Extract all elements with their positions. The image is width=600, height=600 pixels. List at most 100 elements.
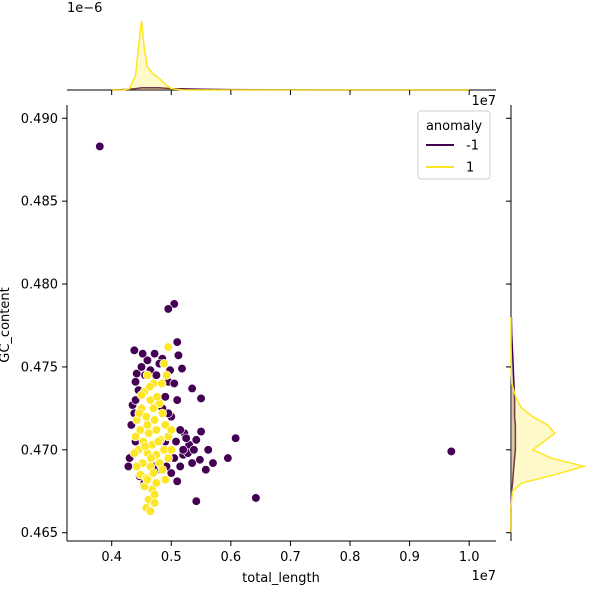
scatter-point-neg1 (201, 465, 211, 475)
x-axis-label: total_length (242, 571, 320, 586)
scatter-point-neg1 (187, 458, 197, 468)
scatter-point-pos1 (148, 403, 159, 414)
y-tick-label: 0.475 (21, 360, 58, 375)
scatter-point-neg1 (172, 395, 182, 405)
scatter-point-pos1 (130, 431, 141, 442)
legend-entries: -11 (426, 139, 479, 176)
scatter-point-neg1 (95, 141, 105, 152)
x-tick-label: 0.8 (340, 550, 361, 565)
right-marginal-kde (510, 105, 587, 541)
scatter-point-neg1 (130, 395, 141, 405)
scatter-point-neg1 (173, 350, 184, 360)
scatter-point-neg1 (191, 435, 201, 445)
scatter-point-pos1 (145, 506, 156, 516)
scatter-point-neg1 (196, 393, 206, 404)
scatter-point-pos1 (157, 465, 167, 475)
scatter-point-pos1 (135, 425, 145, 435)
scatter-point-neg1 (446, 446, 456, 457)
scatter-point-neg1 (129, 345, 139, 356)
scatter-point-pos1 (159, 358, 169, 369)
scatter-point-neg1 (160, 392, 170, 402)
scatter-point-pos1 (149, 415, 160, 425)
scatter-point-neg1 (136, 362, 147, 372)
right-kde-fill (511, 317, 584, 533)
scatter-point-pos1 (160, 420, 170, 430)
scatter-point-neg1 (123, 461, 134, 472)
scatter-point-pos1 (151, 478, 162, 488)
scatter-point-neg1 (189, 445, 199, 455)
legend-title: anomaly (426, 119, 482, 134)
scatter-point-neg1 (169, 299, 179, 309)
scatter-point-neg1 (151, 370, 162, 380)
scatter-point-neg1 (149, 349, 160, 359)
scatter-point-pos1 (140, 441, 150, 452)
y-axis-ticks: 0.465 0.470 0.475 0.480 0.485 0.490 (21, 112, 511, 541)
scatter-point-pos1 (129, 448, 139, 458)
x-tick-label: 0.9 (399, 550, 420, 565)
scatter-point-neg1 (142, 355, 153, 365)
scatter-point-neg1 (187, 383, 197, 394)
scatter-point-pos1 (163, 453, 173, 463)
scatter-point-neg1 (195, 455, 205, 465)
scatter-point-pos1 (149, 498, 160, 508)
scatter-point-neg1 (175, 461, 185, 472)
scatter-point-pos1 (157, 408, 167, 418)
scatter-point-pos1 (153, 436, 163, 447)
scatter-point-pos1 (161, 370, 172, 380)
y-tick-label: 0.480 (21, 278, 58, 293)
scatter-point-pos1 (132, 461, 142, 472)
legend-entry-label: 1 (466, 161, 474, 176)
scatter-point-neg1 (191, 496, 201, 506)
x-tick-label: 1.0 (459, 550, 480, 565)
scatter-point-neg1 (130, 377, 141, 387)
top-kde-line (111, 20, 470, 91)
scatter-point-neg1 (171, 436, 181, 447)
scatter-point-neg1 (181, 433, 191, 443)
scatter-point-pos1 (134, 408, 144, 418)
scatter-point-pos1 (146, 453, 156, 463)
scatter-point-neg1 (223, 453, 233, 463)
scatter-point-pos1 (143, 428, 154, 438)
top-marginal-kde: 1e−6 (67, 1, 496, 91)
scatter-point-pos1 (145, 382, 155, 392)
scatter-points (95, 141, 456, 516)
y-tick-label: 0.490 (21, 112, 58, 127)
y-tick-label: 0.485 (21, 195, 58, 210)
scatter-point-neg1 (163, 304, 173, 314)
scatter-point-pos1 (149, 489, 160, 500)
scatter-point-neg1 (178, 445, 188, 455)
y-tick-label: 0.465 (21, 526, 58, 541)
right-kde-line (510, 317, 517, 533)
scatter-point-neg1 (172, 337, 182, 347)
x-axis-offset-label-bottom: 1e7 (471, 569, 496, 584)
scatter-point-neg1 (175, 425, 185, 435)
scatter-point-neg1 (203, 445, 213, 455)
scatter-point-neg1 (177, 363, 187, 374)
scatter-point-pos1 (152, 392, 162, 402)
scatter-point-pos1 (160, 475, 170, 485)
top-kde-fill (111, 20, 470, 90)
legend-entry-label: -1 (466, 139, 479, 154)
scatter-point-neg1 (166, 468, 176, 478)
x-tick-label: 0.6 (221, 550, 242, 565)
x-tick-label: 0.4 (101, 550, 122, 565)
x-tick-label: 0.7 (280, 550, 301, 565)
y-axis-label: GC_content (0, 287, 13, 362)
x-tick-label: 0.5 (161, 550, 182, 565)
scatter-point-neg1 (208, 458, 218, 468)
scatter-point-pos1 (142, 475, 153, 485)
x-axis-ticks: 0.4 0.5 0.6 0.7 0.8 0.9 1.0 (101, 90, 480, 565)
scatter-point-neg1 (196, 426, 206, 437)
scatter-point-neg1 (172, 476, 182, 486)
scatter-point-pos1 (142, 420, 153, 430)
scatter-point-pos1 (166, 425, 176, 435)
top-marginal-offset-label: 1e−6 (67, 1, 102, 16)
scatter-point-pos1 (166, 445, 176, 455)
legend: anomaly -11 (417, 110, 491, 180)
main-scatter-plot: 0.4 0.5 0.6 0.7 0.8 0.9 1.0 0.4650.4700.4750.4… (0, 90, 511, 586)
scatter-point-pos1 (151, 425, 162, 435)
scatter-point-pos1 (163, 342, 173, 352)
scatter-point-neg1 (230, 433, 241, 443)
scatter-point-pos1 (148, 468, 159, 478)
